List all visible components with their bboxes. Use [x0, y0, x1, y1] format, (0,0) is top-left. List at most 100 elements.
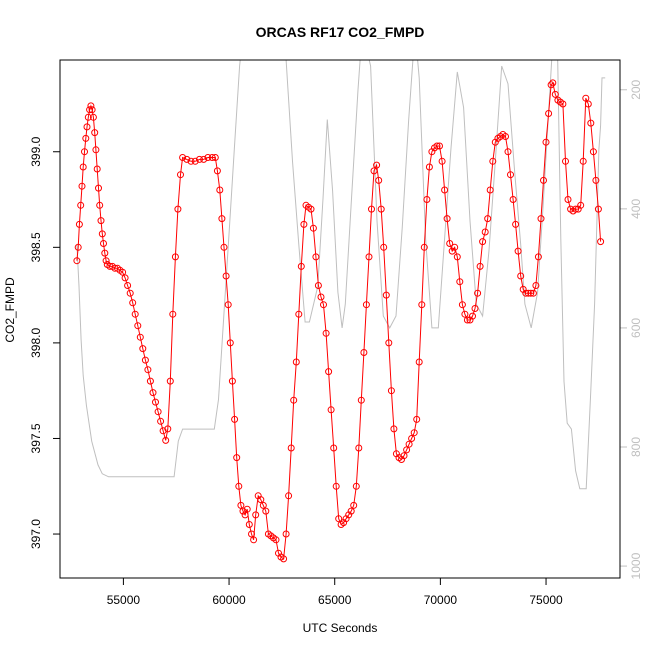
co2-point — [551, 90, 559, 98]
co2-point — [347, 507, 355, 515]
plot-area — [73, 60, 606, 563]
co2-point — [119, 268, 127, 276]
altitude-line — [76, 60, 606, 490]
co2-point — [307, 205, 315, 213]
co2-point — [562, 157, 569, 165]
co2-point — [235, 482, 243, 490]
co2-point — [559, 100, 567, 108]
co2-point — [360, 349, 368, 356]
co2-point — [93, 165, 101, 173]
co2-point — [252, 511, 260, 519]
co2-point — [537, 215, 545, 223]
co2-point — [131, 310, 139, 318]
co2-point — [453, 253, 461, 261]
co2-point — [547, 81, 555, 89]
co2-point — [327, 406, 335, 414]
co2-point — [365, 253, 373, 261]
co2-point — [387, 387, 395, 395]
co2-point — [514, 247, 522, 255]
co2-point — [458, 301, 466, 309]
co2-point — [144, 366, 152, 374]
co2-point — [403, 446, 411, 454]
co2-point — [89, 113, 97, 121]
co2-point — [216, 186, 224, 194]
co2-point — [330, 444, 338, 452]
co2-point — [400, 452, 408, 460]
x-axis-label: UTC Seconds — [303, 621, 378, 635]
co2-point — [262, 507, 270, 515]
co2-point — [164, 425, 172, 433]
co2-point — [86, 106, 94, 114]
co2-line — [76, 81, 602, 560]
co2-point — [382, 291, 390, 299]
co2-point — [162, 436, 170, 444]
co2-point — [390, 425, 398, 433]
co2-point — [542, 138, 550, 146]
co2-point — [322, 329, 330, 337]
co2-point — [433, 142, 441, 150]
co2-point — [589, 148, 597, 156]
co2-point — [84, 113, 92, 121]
co2-point — [507, 171, 514, 179]
co2-point — [355, 444, 363, 452]
co2-point — [243, 505, 251, 513]
chart-title: ORCAS RF17 CO2_FMPD — [256, 24, 425, 40]
co2-point — [129, 299, 137, 307]
y-axis-label: CO2_FMPD — [3, 277, 17, 343]
co2-point — [504, 148, 512, 156]
co2-point — [282, 530, 290, 538]
co2-point — [529, 289, 537, 297]
co2-point — [124, 282, 132, 289]
co2-point — [415, 358, 423, 366]
co2-point — [174, 205, 182, 213]
co2-point — [420, 243, 428, 251]
co2-point — [91, 129, 99, 137]
co2-point — [101, 249, 109, 257]
co2-point — [146, 377, 154, 385]
co2-point — [257, 496, 265, 504]
co2-point — [226, 339, 234, 347]
co2-point — [96, 201, 104, 209]
co2-point — [312, 253, 320, 261]
co2-point — [373, 161, 381, 169]
co2-point — [362, 301, 370, 309]
co2-point — [154, 408, 162, 416]
x-tick-label: 60000 — [212, 593, 246, 607]
co2-point — [418, 301, 426, 309]
co2-point — [222, 272, 230, 280]
co2-point — [545, 110, 553, 117]
co2-point — [191, 157, 199, 165]
co2-point — [446, 240, 454, 247]
co2-point — [139, 345, 147, 353]
co2-point — [579, 157, 587, 165]
co2-point — [441, 186, 449, 194]
co2-point — [228, 377, 236, 385]
co2-point — [171, 253, 179, 261]
co2-point — [169, 310, 177, 318]
co2-point — [79, 163, 87, 171]
co2-point — [88, 106, 96, 114]
co2-point — [587, 119, 595, 127]
co2-point — [224, 301, 232, 309]
plot-frame — [59, 59, 621, 579]
co2-point — [469, 312, 476, 320]
co2-point — [149, 389, 157, 397]
y2-tick-label: 400 — [629, 199, 643, 219]
co2-point — [332, 482, 340, 490]
co2-point — [295, 310, 303, 318]
co2-point — [335, 515, 343, 523]
co2-point — [317, 293, 325, 301]
co2-point — [95, 184, 102, 192]
co2-point — [512, 220, 520, 228]
co2-point — [297, 262, 305, 270]
co2-point — [126, 289, 134, 297]
y2-tick-label: 1000 — [629, 552, 643, 579]
co2-point — [486, 186, 494, 194]
co2-point — [463, 316, 471, 324]
co2-point — [102, 257, 110, 265]
co2-point — [572, 205, 580, 213]
co2-point — [233, 454, 241, 462]
co2-point — [97, 217, 105, 225]
co2-point — [471, 305, 479, 312]
